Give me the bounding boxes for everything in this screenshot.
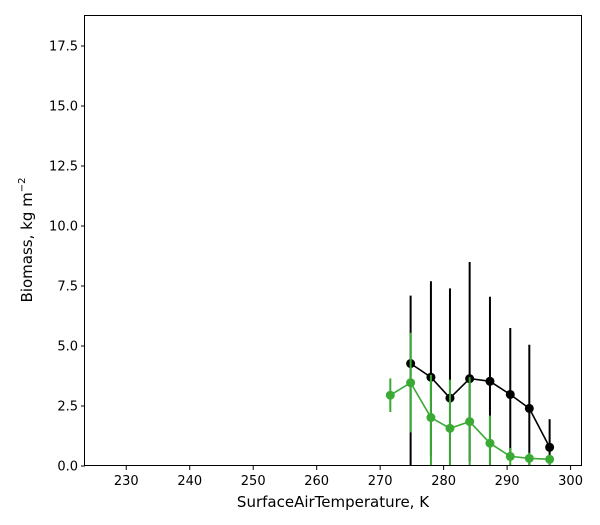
y-tick-label: 10.0 [49,220,78,235]
x-tick-label: 270 [368,474,393,489]
y-axis-ticks: 0.0 2.5 5.0 7.5 10.0 12.5 15.0 17.5 [49,40,85,475]
x-tick-label: 290 [495,474,520,489]
data-point [485,376,495,386]
data-point [505,451,515,461]
y-tick-label: 0.0 [57,460,78,475]
x-tick-label: 280 [431,474,456,489]
y-tick-label: 2.5 [57,400,78,415]
data-point [545,442,555,452]
x-tick-label: 250 [241,474,266,489]
data-point [406,378,416,388]
data-point [485,438,495,448]
data-point [545,454,555,464]
x-tick-label: 240 [177,474,202,489]
y-axis-label-text: Biomass, kg m [18,192,36,302]
y-tick-label: 5.0 [57,340,78,355]
x-axis-label: SurfaceAirTemperature, K [237,493,430,511]
data-point [524,453,534,463]
data-point [445,423,455,433]
data-point [465,417,475,427]
y-axis-label: Biomass, kg m−2 [17,178,36,303]
data-point [524,403,534,413]
y-tick-label: 17.5 [49,40,78,55]
x-tick-label: 300 [558,474,583,489]
x-tick-label: 260 [304,474,329,489]
series-2 [385,332,555,466]
y-tick-label: 12.5 [49,160,78,175]
data-marks [385,262,555,466]
data-point [385,390,395,400]
x-tick-label: 230 [114,474,139,489]
data-point [426,413,436,423]
data-point [505,389,515,399]
plot-frame [84,15,582,466]
y-axis-label-superscript: −2 [17,178,28,193]
x-axis-ticks: 230 240 250 260 270 280 290 300 [114,466,583,489]
y-tick-label: 7.5 [57,280,78,295]
y-tick-label: 15.0 [49,100,78,115]
